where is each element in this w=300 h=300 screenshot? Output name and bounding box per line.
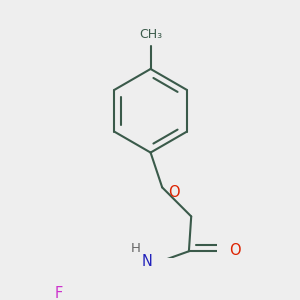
Text: O: O [230, 243, 241, 258]
Text: CH₃: CH₃ [139, 28, 162, 41]
Text: F: F [55, 286, 63, 300]
Text: O: O [168, 184, 180, 200]
Text: N: N [142, 254, 153, 269]
Text: H: H [130, 242, 140, 255]
